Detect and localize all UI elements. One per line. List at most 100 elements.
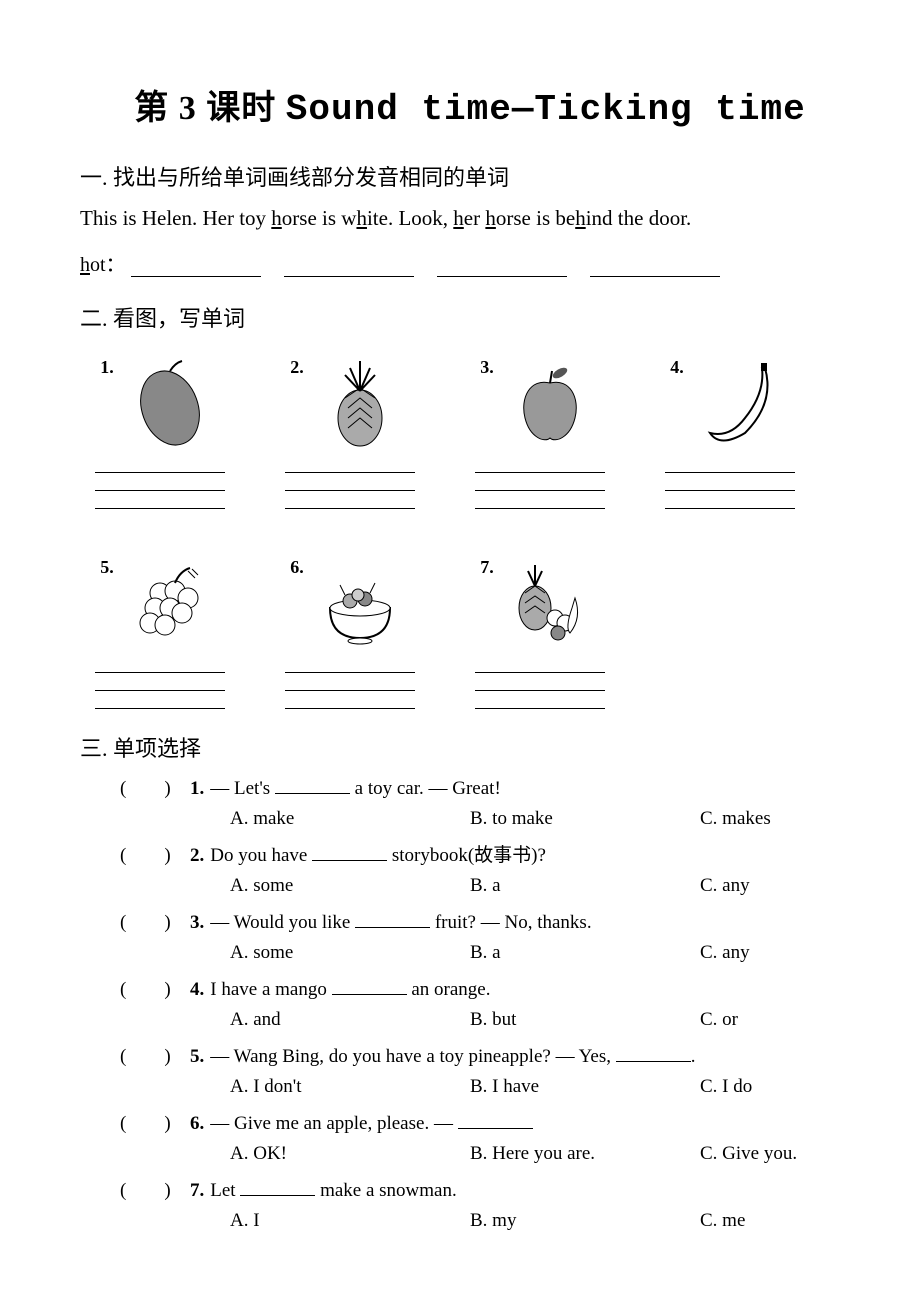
option-c[interactable]: C. any [700,942,860,964]
option-b[interactable]: B. I have [470,1076,700,1098]
banana-icon [690,353,790,453]
image-item: 7. [460,553,620,713]
question-text: Let make a snowman. [210,1180,860,1202]
item-number: 4. [670,353,684,378]
blank-inline[interactable] [332,979,407,995]
question-list: ( ) 1. — Let's a toy car. — Great! A. ma… [120,773,860,1232]
question-number: 2. [190,845,204,867]
grapes-icon [120,553,220,653]
underlined-h: h [271,206,282,230]
question-text: Do you have storybook(故事书)? [210,840,860,867]
question-text: — Wang Bing, do you have a toy pineapple… [210,1046,860,1068]
answer-lines[interactable] [475,659,605,713]
image-item: 6. [270,553,430,713]
blank-inline[interactable] [312,845,387,861]
blank-input[interactable] [590,257,720,277]
option-c[interactable]: C. makes [700,808,860,830]
option-row: A. I B. my C. me [230,1210,860,1232]
blank-inline[interactable] [240,1180,315,1196]
image-item: 1. [80,353,240,513]
option-c[interactable]: C. Give you. [700,1143,860,1165]
question-number: 6. [190,1113,204,1135]
image-grid: 1. 2. 3. [80,353,860,713]
answer-paren[interactable]: ( ) [120,1041,190,1068]
answer-lines[interactable] [95,459,225,513]
blank-inline[interactable] [355,912,430,928]
sentence-fragment: orse is w [282,206,357,230]
answer-lines[interactable] [665,459,795,513]
option-a[interactable]: A. some [230,875,470,897]
blank-inline[interactable] [616,1046,691,1062]
question-number: 1. [190,778,204,800]
option-row: A. I don't B. I have C. I do [230,1076,860,1098]
sentence-fragment: ind the door. [586,206,692,230]
option-a[interactable]: A. OK! [230,1143,470,1165]
image-item: 5. [80,553,240,713]
option-b[interactable]: B. to make [470,808,700,830]
underlined-h: h [356,206,367,230]
fruit-salad-icon [310,553,410,653]
underlined-h: h [575,206,586,230]
option-b[interactable]: B. but [470,1009,700,1031]
image-item: 2. [270,353,430,513]
image-item: 3. [460,353,620,513]
question-row: ( ) 1. — Let's a toy car. — Great! [120,773,860,800]
underlined-h: h [80,254,90,276]
answer-lines[interactable] [285,459,415,513]
question-text: I have a mango an orange. [210,979,860,1001]
question-row: ( ) 3. — Would you like fruit? — No, tha… [120,907,860,934]
answer-paren[interactable]: ( ) [120,1175,190,1202]
answer-paren[interactable]: ( ) [120,840,190,867]
blank-input[interactable] [437,257,567,277]
sentence-fragment: This is Helen. Her toy [80,206,271,230]
page-title: 第 3 课时 Sound time—Ticking time [80,80,860,130]
option-a[interactable]: A. make [230,808,470,830]
question-row: ( ) 7. Let make a snowman. [120,1175,860,1202]
question-row: ( ) 6. — Give me an apple, please. — [120,1108,860,1135]
item-number: 5. [100,553,114,578]
sentence-fragment: er [464,206,486,230]
question-text: — Give me an apple, please. — [210,1113,860,1135]
option-c[interactable]: C. or [700,1009,860,1031]
option-a[interactable]: A. and [230,1009,470,1031]
option-b[interactable]: B. Here you are. [470,1143,700,1165]
question-text: — Would you like fruit? — No, thanks. [210,912,860,934]
option-a[interactable]: A. I don't [230,1076,470,1098]
mango-icon [120,353,220,453]
question-row: ( ) 2. Do you have storybook(故事书)? [120,840,860,867]
item-number: 2. [290,353,304,378]
blank-input[interactable] [131,257,261,277]
hot-row: hot： [80,248,860,277]
option-c[interactable]: C. me [700,1210,860,1232]
answer-lines[interactable] [475,459,605,513]
option-row: A. some B. a C. any [230,942,860,964]
answer-paren[interactable]: ( ) [120,773,190,800]
blank-inline[interactable] [458,1113,533,1129]
item-number: 3. [480,353,494,378]
answer-lines[interactable] [285,659,415,713]
question-number: 3. [190,912,204,934]
blank-inline[interactable] [275,778,350,794]
option-b[interactable]: B. a [470,942,700,964]
image-item: 4. [650,353,810,513]
option-row: A. make B. to make C. makes [230,808,860,830]
option-c[interactable]: C. I do [700,1076,860,1098]
question-row: ( ) 4. I have a mango an orange. [120,974,860,1001]
title-mono: Sound time—Ticking time [286,89,806,130]
answer-paren[interactable]: ( ) [120,907,190,934]
option-b[interactable]: B. a [470,875,700,897]
section-1-sentence: This is Helen. Her toy horse is white. L… [80,202,860,236]
option-a[interactable]: A. some [230,942,470,964]
answer-lines[interactable] [95,659,225,713]
underlined-h: h [485,206,496,230]
blank-input[interactable] [284,257,414,277]
question-number: 5. [190,1046,204,1068]
answer-paren[interactable]: ( ) [120,974,190,1001]
option-row: A. some B. a C. any [230,875,860,897]
option-c[interactable]: C. any [700,875,860,897]
option-a[interactable]: A. I [230,1210,470,1232]
answer-paren[interactable]: ( ) [120,1108,190,1135]
section-3-heading: 三. 单项选择 [80,731,860,763]
apple-icon [500,353,600,453]
option-b[interactable]: B. my [470,1210,700,1232]
